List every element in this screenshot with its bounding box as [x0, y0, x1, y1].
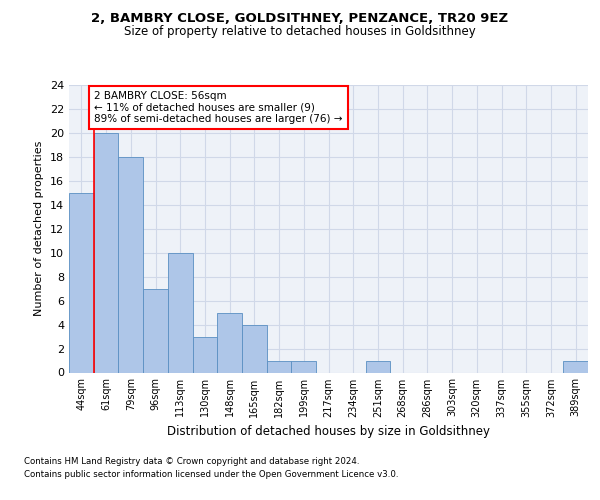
Bar: [193, 336, 217, 372]
Text: 2 BAMBRY CLOSE: 56sqm
← 11% of detached houses are smaller (9)
89% of semi-detac: 2 BAMBRY CLOSE: 56sqm ← 11% of detached …: [94, 91, 343, 124]
Bar: [168, 252, 193, 372]
Bar: [292, 360, 316, 372]
Bar: [118, 157, 143, 372]
Text: 2, BAMBRY CLOSE, GOLDSITHNEY, PENZANCE, TR20 9EZ: 2, BAMBRY CLOSE, GOLDSITHNEY, PENZANCE, …: [91, 12, 509, 26]
Bar: [69, 193, 94, 372]
Bar: [242, 324, 267, 372]
Bar: [94, 133, 118, 372]
X-axis label: Distribution of detached houses by size in Goldsithney: Distribution of detached houses by size …: [167, 425, 490, 438]
Y-axis label: Number of detached properties: Number of detached properties: [34, 141, 44, 316]
Text: Size of property relative to detached houses in Goldsithney: Size of property relative to detached ho…: [124, 25, 476, 38]
Text: Contains HM Land Registry data © Crown copyright and database right 2024.: Contains HM Land Registry data © Crown c…: [24, 458, 359, 466]
Bar: [143, 288, 168, 372]
Bar: [563, 360, 588, 372]
Text: Contains public sector information licensed under the Open Government Licence v3: Contains public sector information licen…: [24, 470, 398, 479]
Bar: [217, 312, 242, 372]
Bar: [267, 360, 292, 372]
Bar: [365, 360, 390, 372]
